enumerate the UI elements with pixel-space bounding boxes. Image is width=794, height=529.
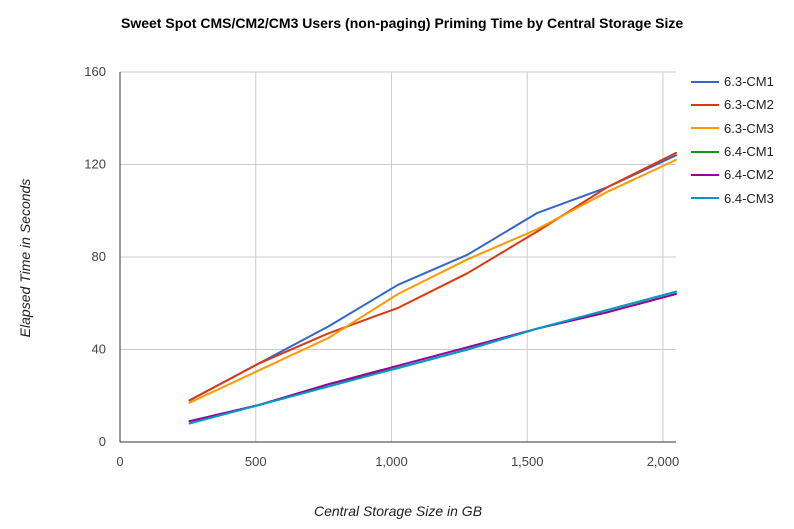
legend-swatch bbox=[691, 127, 719, 130]
legend-swatch bbox=[691, 103, 719, 106]
y-tick-label: 80 bbox=[92, 249, 106, 264]
chart-title: Sweet Spot CMS/CM2/CM3 Users (non-paging… bbox=[121, 15, 684, 31]
y-tick-label: 160 bbox=[84, 64, 106, 79]
legend-swatch bbox=[691, 197, 719, 200]
axes bbox=[119, 72, 676, 443]
legend-label: 6.4-CM2 bbox=[724, 167, 774, 183]
legend-swatch bbox=[691, 150, 719, 153]
legend-item: 6.3-CM2 bbox=[691, 93, 774, 116]
legend-label: 6.4-CM1 bbox=[724, 144, 774, 160]
x-axis-label: Central Storage Size in GB bbox=[313, 503, 483, 519]
legend-item: 6.4-CM3 bbox=[691, 186, 774, 209]
series-line-6.3-cm3 bbox=[188, 158, 677, 404]
x-tick-label: 2,000 bbox=[647, 454, 680, 469]
legend-item: 6.3-CM3 bbox=[691, 117, 774, 140]
x-tick-label: 0 bbox=[116, 454, 123, 469]
legend-item: 6.3-CM1 bbox=[691, 70, 774, 93]
legend-swatch bbox=[691, 80, 719, 83]
y-tick-label: 40 bbox=[92, 342, 106, 357]
legend-label: 6.3-CM2 bbox=[724, 97, 774, 113]
x-tick-label: 500 bbox=[245, 454, 267, 469]
gridlines bbox=[120, 71, 676, 442]
legend-swatch bbox=[691, 173, 719, 176]
series-line-6.4-cm2 bbox=[188, 293, 677, 423]
series-line-6.4-cm3 bbox=[188, 290, 677, 425]
legend-label: 6.3-CM1 bbox=[724, 74, 774, 90]
legend: 6.3-CM1 6.3-CM2 6.3-CM3 6.4-CM1 6.4-CM2 6.4-C… bbox=[691, 70, 774, 210]
legend-item: 6.4-CM1 bbox=[691, 140, 774, 163]
series-line-6.3-cm1 bbox=[188, 154, 677, 402]
y-tick-label: 120 bbox=[84, 157, 106, 172]
y-tick-label: 0 bbox=[99, 434, 106, 449]
x-tick-label: 1,000 bbox=[375, 454, 408, 469]
y-axis-label: Elapsed Time in Seconds bbox=[17, 178, 33, 338]
x-tick-label: 1,500 bbox=[511, 454, 544, 469]
legend-item: 6.4-CM2 bbox=[691, 163, 774, 186]
legend-label: 6.4-CM3 bbox=[724, 190, 774, 206]
legend-label: 6.3-CM3 bbox=[724, 120, 774, 136]
series-lines bbox=[188, 151, 677, 425]
series-line-6.3-cm2 bbox=[188, 151, 677, 402]
tick-labels: 0 40 80 120 160 0 500 1,000 1,500 2,000 bbox=[84, 64, 679, 469]
